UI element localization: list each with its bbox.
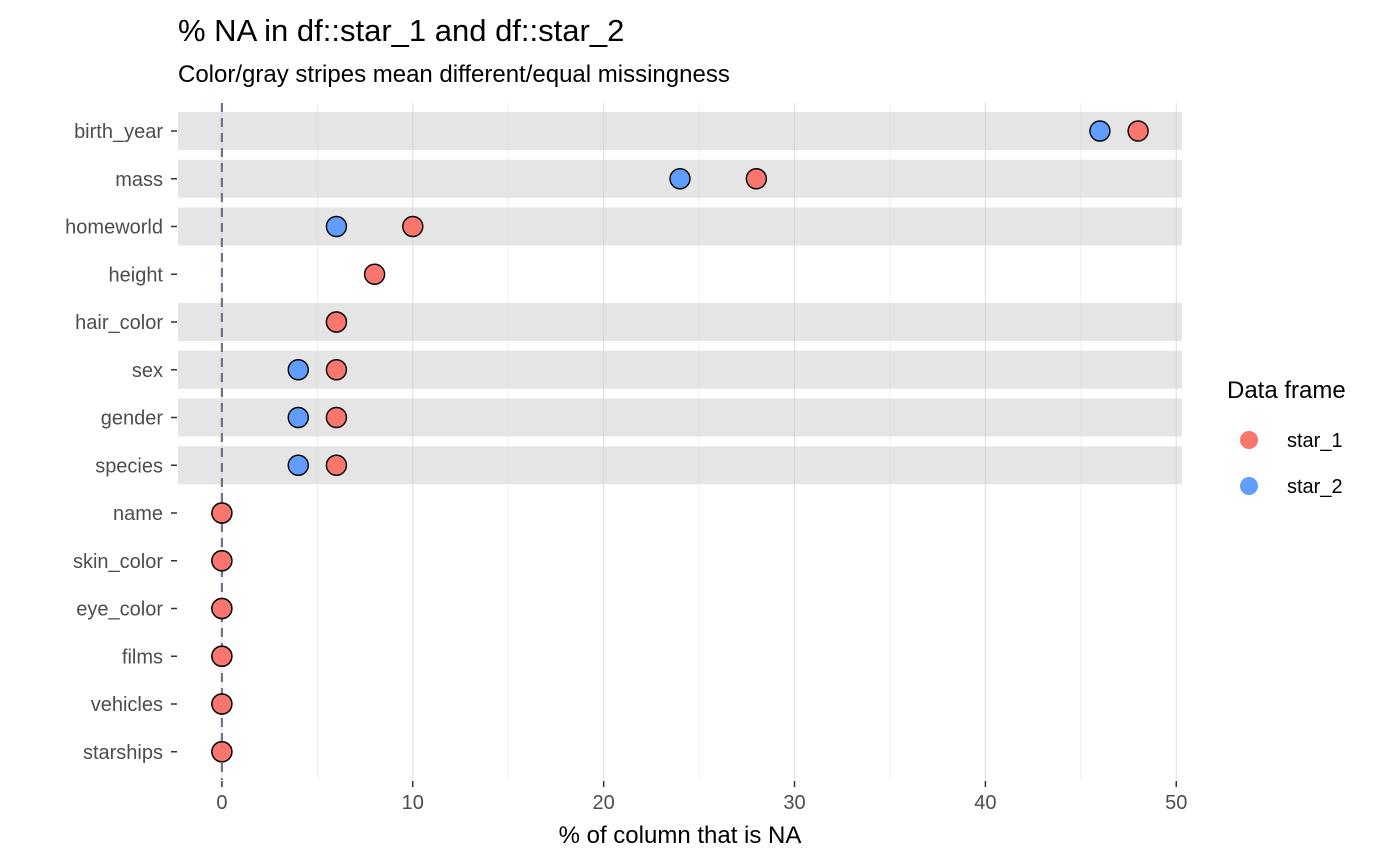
- y-tick-label-hair_color: hair_color: [75, 312, 163, 334]
- x-tick-label: 10: [402, 792, 424, 814]
- point-star_1-films: [211, 645, 233, 667]
- point-star_1-sex: [325, 359, 348, 381]
- point-star_2-species: [287, 454, 309, 476]
- x-tick-label: 30: [783, 792, 805, 814]
- point-star_1-hair_color: [325, 311, 348, 333]
- legend-key-star_2: [1240, 477, 1258, 495]
- point-star_1-name: [211, 502, 233, 524]
- point-star_2-mass: [669, 168, 691, 190]
- y-tick-label-birth_year: birth_year: [74, 121, 163, 143]
- point-star_1-birth_year: [1127, 120, 1149, 142]
- legend-key-star_1: [1240, 431, 1258, 449]
- stripe-birth_year: [178, 112, 1182, 150]
- x-tick-label: 50: [1165, 792, 1187, 814]
- point-star_1-skin_color: [211, 550, 233, 572]
- y-tick-label-vehicles: vehicles: [91, 694, 163, 716]
- point-star_1-starships: [211, 741, 233, 763]
- y-tick-label-starships: starships: [83, 742, 163, 764]
- legend: Data frame star_1 star_2: [1227, 377, 1346, 498]
- point-star_1-species: [325, 454, 348, 476]
- point-star_2-gender: [287, 406, 309, 429]
- legend-label-star_1: star_1: [1287, 430, 1343, 452]
- chart-subtitle: Color/gray stripes mean different/equal …: [178, 61, 730, 88]
- point-star_1-vehicles: [211, 693, 233, 715]
- y-tick-label-height: height: [109, 264, 164, 286]
- point-star_1-mass: [745, 168, 768, 190]
- point-star_1-height: [363, 263, 386, 285]
- y-tick-label-species: species: [95, 455, 163, 477]
- legend-title: Data frame: [1227, 377, 1346, 404]
- y-tick-label-name: name: [113, 503, 163, 525]
- point-star_2-sex: [287, 359, 309, 381]
- x-tick-label: 40: [974, 792, 996, 814]
- y-tick-label-gender: gender: [101, 408, 164, 430]
- point-star_2-homeworld: [325, 215, 348, 238]
- y-tick-label-eye_color: eye_color: [76, 599, 163, 621]
- point-star_1-homeworld: [402, 215, 424, 238]
- chart-title: % NA in df::star_1 and df::star_2: [178, 13, 624, 48]
- y-tick-label-mass: mass: [115, 169, 163, 191]
- y-tick-label-skin_color: skin_color: [73, 551, 163, 573]
- y-tick-label-films: films: [122, 646, 163, 668]
- y-tick-label-homeworld: homeworld: [65, 217, 163, 239]
- legend-label-star_2: star_2: [1287, 476, 1343, 498]
- y-tick-label-sex: sex: [132, 360, 163, 382]
- point-star_2-birth_year: [1089, 120, 1111, 142]
- x-tick-label: 0: [216, 792, 227, 814]
- point-star_1-eye_color: [211, 597, 233, 620]
- x-tick-label: 20: [593, 792, 615, 814]
- x-axis-label: % of column that is NA: [559, 822, 802, 849]
- point-star_1-gender: [325, 406, 348, 429]
